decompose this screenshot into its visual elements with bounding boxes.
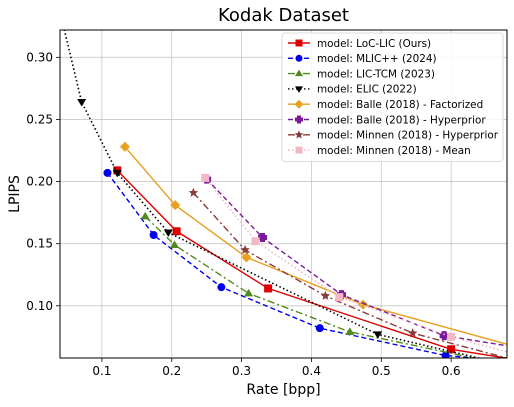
data-point [188, 187, 199, 197]
series-line [116, 169, 507, 358]
legend-label: model: ELIC (2022) [317, 84, 417, 96]
legend-entry: model: Minnen (2018) - Hyperprior [288, 130, 499, 142]
data-point [140, 211, 150, 220]
chart-title: Kodak Dataset [218, 5, 349, 26]
legend-label: model: Balle (2018) - Factorized [317, 99, 483, 111]
y-axis-label: LPIPS [7, 175, 23, 213]
y-tick-label: 0.25 [26, 112, 53, 126]
x-tick-label: 0.1 [92, 364, 111, 378]
legend: model: LoC-LIC (Ours) model: MLIC++ (2024… [281, 32, 504, 162]
data-point [315, 324, 324, 333]
data-point [112, 169, 122, 178]
legend-marker [295, 39, 303, 47]
data-point [407, 328, 418, 338]
legend-marker [295, 146, 303, 154]
data-point [320, 290, 331, 300]
x-tick-label: 0.2 [162, 364, 181, 378]
data-point [77, 99, 87, 107]
series-line [206, 178, 507, 347]
data-point [201, 173, 210, 182]
data-point [264, 284, 273, 293]
legend-label: model: Minnen (2018) - Mean [317, 145, 471, 157]
series-line [124, 146, 507, 345]
legend-marker [294, 130, 304, 139]
legend-entry: model: ELIC (2022) [288, 84, 417, 96]
data-point [439, 331, 449, 341]
legend-label: model: MLIC++ (2024) [317, 53, 437, 65]
data-point [240, 244, 250, 254]
data-point [217, 283, 226, 292]
plot-area [59, 29, 508, 359]
axis-ticks: 0.1 0.2 0.3 0.4 0.5 0.6 0.10 0.15 0.20 0.25 0.30 [26, 50, 460, 378]
data-point [149, 231, 158, 239]
x-axis-label: Rate [bpp] [246, 382, 320, 398]
series-5 [202, 174, 507, 347]
data-point [119, 141, 130, 152]
data-point [103, 168, 112, 177]
data-point [170, 240, 180, 248]
series-3 [63, 30, 483, 358]
data-point [163, 229, 173, 238]
data-point [335, 293, 344, 302]
legend-marker [295, 86, 303, 93]
data-point [447, 332, 456, 341]
legend-marker [295, 115, 303, 124]
series-line [63, 30, 483, 358]
series-group [63, 30, 507, 358]
legend-box [281, 32, 504, 162]
data-point [241, 252, 252, 263]
legend-entry: model: LIC-TCM (2023) [288, 68, 435, 80]
x-tick-label: 0.5 [372, 364, 391, 378]
y-tick-label: 0.20 [26, 175, 53, 189]
legend-entry: model: Minnen (2018) - Mean [288, 145, 471, 157]
legend-label: model: Balle (2018) - Hyperprior [317, 114, 486, 126]
legend-entry: model: Balle (2018) - Factorized [288, 99, 483, 111]
series-line [204, 177, 507, 353]
x-tick-label: 0.3 [232, 364, 251, 378]
legend-label: model: Minnen (2018) - Hyperprior [317, 130, 499, 142]
y-tick-label: 0.30 [26, 50, 53, 64]
x-tick-label: 0.4 [302, 364, 321, 378]
y-tick-label: 0.10 [26, 299, 53, 313]
legend-entry: model: Balle (2018) - Hyperprior [288, 114, 486, 126]
legend-marker [295, 54, 303, 62]
series-line [144, 215, 478, 358]
y-tick-label: 0.15 [26, 237, 53, 251]
legend-entry: model: MLIC++ (2024) [288, 53, 437, 65]
data-point [441, 351, 450, 358]
data-point [447, 345, 456, 354]
legend-label: model: LIC-TCM (2023) [317, 68, 435, 80]
legend-marker [294, 99, 304, 109]
data-point [251, 237, 260, 246]
series-6 [188, 187, 507, 358]
series-line [106, 172, 485, 358]
series-7 [201, 173, 507, 353]
data-point [258, 232, 268, 242]
data-point [345, 327, 355, 335]
series-4 [119, 141, 507, 345]
data-point [172, 227, 181, 236]
data-point [373, 331, 383, 339]
legend-marker [295, 69, 303, 77]
x-tick-label: 0.6 [442, 364, 461, 378]
data-point [244, 288, 254, 297]
data-point [170, 200, 181, 211]
data-point [358, 299, 369, 310]
legend-entry: model: LoC-LIC (Ours) [288, 38, 431, 50]
series-2 [140, 211, 478, 358]
legend-label: model: LoC-LIC (Ours) [317, 38, 431, 50]
series-1 [103, 168, 485, 358]
